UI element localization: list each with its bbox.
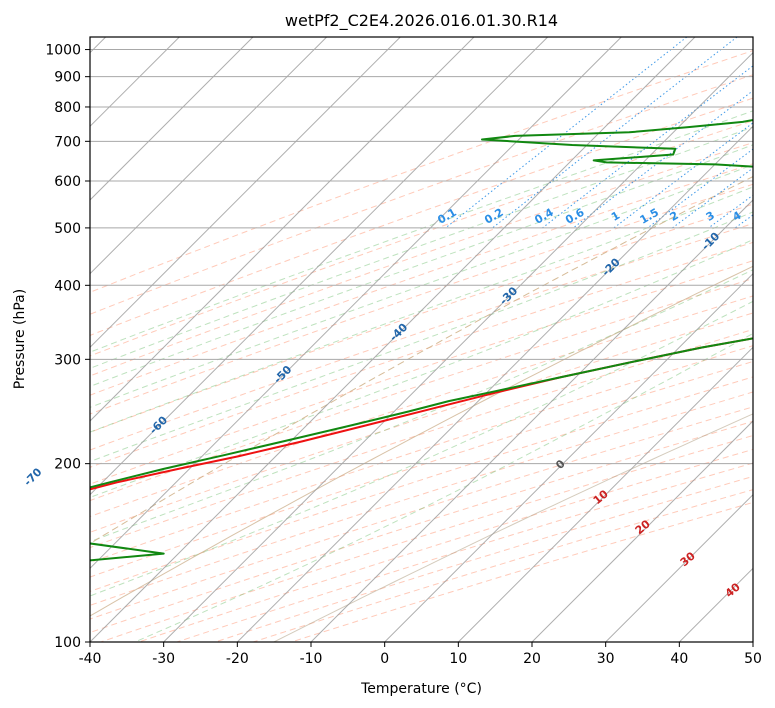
dry-adiabat [253, 489, 753, 642]
isotherm-line [605, 493, 753, 642]
moist-adiabat [90, 239, 753, 498]
x-tick-label: -40 [79, 651, 102, 667]
dry-adiabat [90, 345, 753, 564]
isotherm-line [90, 37, 696, 642]
axes: -40 -30 -20 -10 0 10 20 30 40 50 100 200 300 400 500 60… [45, 43, 762, 667]
x-tick-label: 50 [744, 651, 762, 667]
x-tick-label: 10 [449, 651, 467, 667]
y-tick-label: 1000 [45, 43, 81, 59]
y-tick-label: 200 [54, 457, 81, 473]
dry-adiabat [90, 163, 753, 396]
x-tick-label: 40 [670, 651, 688, 667]
y-tick-label: 500 [54, 221, 81, 237]
y-tick-label: 400 [54, 278, 81, 294]
y-axis-title: Pressure (hPa) [12, 289, 28, 389]
y-tick-label: 800 [54, 100, 81, 116]
x-tick-label: -20 [226, 651, 249, 667]
reference-curve [273, 413, 753, 642]
x-tick-label: 20 [523, 651, 541, 667]
dry-adiabat [90, 142, 753, 377]
mixing-ratio-line [672, 167, 753, 229]
dry-adiabat [138, 448, 753, 642]
x-tick-label: -10 [300, 651, 323, 667]
isotherm-line [90, 37, 549, 496]
isotherm-line [90, 37, 475, 422]
x-tick-label: -30 [152, 651, 175, 667]
moist-adiabat [90, 126, 753, 369]
y-tick-label: 300 [54, 352, 81, 368]
plot-frame [89, 36, 754, 643]
y-tick-label: 100 [54, 635, 81, 651]
isotherm-line [90, 37, 254, 201]
isotherm-line [457, 346, 753, 642]
y-tick-label: 700 [54, 134, 81, 150]
moist-adiabat [90, 110, 753, 353]
background-lines [90, 37, 753, 642]
moist-adiabat [134, 332, 753, 642]
isotherm-line [384, 272, 753, 642]
moist-adiabat [90, 144, 753, 387]
moist-adiabat [90, 164, 753, 408]
dry-adiabat [100, 434, 753, 642]
y-tick-label: 600 [54, 174, 81, 190]
y-tick-label: 900 [54, 70, 81, 86]
reference-curve [90, 265, 753, 617]
isotherm-line [163, 51, 753, 642]
reference-curve [90, 175, 753, 545]
dry-adiabat [176, 462, 753, 642]
isotherm-line [236, 125, 753, 642]
mixing-ratio-line [572, 90, 753, 229]
dry-adiabat [215, 475, 753, 642]
moist-adiabat [90, 186, 753, 433]
dry-adiabat [90, 97, 753, 336]
mixing-ratio-line [542, 65, 753, 229]
moist-adiabat [90, 211, 753, 463]
isotherm-line [310, 199, 753, 642]
isotherm-line [531, 420, 753, 642]
chart-title: wetPf2_C2E4.2026.016.01.30.R14 [285, 11, 558, 31]
x-axis-title: Temperature (°C) [360, 681, 482, 697]
dry-adiabat [90, 328, 753, 549]
x-tick-label: 30 [597, 651, 615, 667]
isotherm-line [90, 37, 622, 570]
dry-adiabat [90, 120, 753, 357]
x-tick-label: 0 [380, 651, 389, 667]
isotherm-line [90, 37, 401, 349]
isotherm-line [90, 37, 328, 275]
